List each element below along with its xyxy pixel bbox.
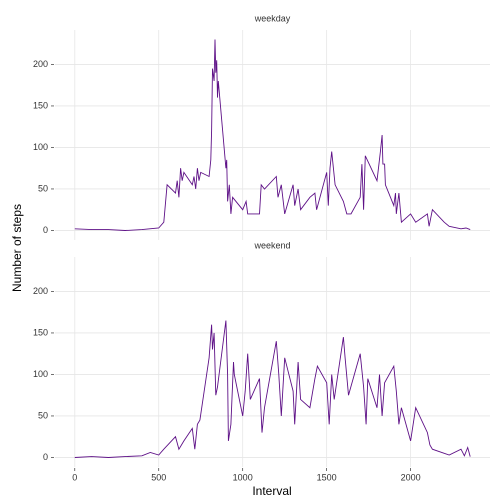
y-axis-title: Number of steps xyxy=(10,204,24,292)
x-tick-label: 500 xyxy=(151,472,166,482)
y-tick-label: 0 xyxy=(43,225,48,235)
facet-title: weekend xyxy=(253,240,290,250)
data-line xyxy=(74,39,471,231)
y-tick-label: 100 xyxy=(33,142,48,152)
y-tick-label: 0 xyxy=(43,452,48,462)
y-tick-label: 50 xyxy=(38,410,48,420)
data-line xyxy=(74,320,471,458)
x-tick-label: 1500 xyxy=(317,472,337,482)
x-tick-label: 0 xyxy=(72,472,77,482)
x-axis-title: Interval xyxy=(252,484,291,498)
y-tick-label: 200 xyxy=(33,286,48,296)
y-tick-label: 50 xyxy=(38,183,48,193)
y-tick-label: 150 xyxy=(33,100,48,110)
y-tick-label: 100 xyxy=(33,369,48,379)
x-tick-label: 2000 xyxy=(401,472,421,482)
x-tick-label: 1000 xyxy=(233,472,253,482)
y-tick-label: 200 xyxy=(33,59,48,69)
y-tick-label: 150 xyxy=(33,327,48,337)
facet-title: weekday xyxy=(254,13,291,23)
